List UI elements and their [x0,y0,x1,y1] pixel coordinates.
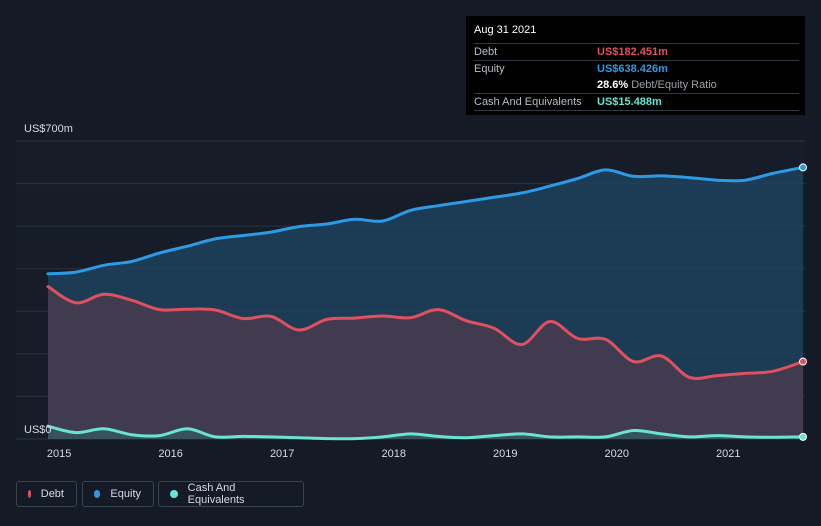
line-layer [46,165,805,441]
x-tick-layer: 2015 2016 2017 2018 2019 2020 2021 [47,448,741,460]
x-tick-label-2016: 2016 [158,448,182,460]
legend-equity[interactable]: Equity [82,481,154,507]
equity-line [46,165,805,276]
axis-label-layer: US$700m US$0 [24,123,73,436]
tooltip-equity-label: Equity [474,63,505,75]
equity-end-point [799,163,807,172]
tooltip-cash-value: US$15.488m [597,96,662,108]
x-tick-label-2021: 2021 [716,448,740,460]
tooltip-debt-row: Debt US$182.451m [474,43,799,60]
tooltip-debt-value: US$182.451m [597,46,668,58]
legend-debt-label: Debt [40,488,64,500]
data-tooltip: Aug 31 2021 Debt US$182.451m Equity US$6… [466,16,805,115]
tooltip-cash-row: Cash And Equivalents US$15.488m [474,93,799,111]
y-axis-top-label: US$700m [24,123,73,135]
tooltip-ratio-row: 28.6% Debt/Equity Ratio [474,77,799,93]
cash-legend-dot-icon [170,490,178,498]
tooltip-equity-value: US$638.426m [597,63,668,75]
x-tick-label-2018: 2018 [381,448,405,460]
x-tick-label-2015: 2015 [47,448,71,460]
cash-and-equivalents-end-point [799,432,807,441]
x-tick-label-2019: 2019 [493,448,517,460]
tooltip-ratio-value: 28.6% [597,79,629,91]
y-axis-bottom-label: US$0 [24,424,52,436]
debt-line [46,285,805,380]
x-tick-label-2017: 2017 [270,448,294,460]
debt-area [48,286,803,439]
equity-legend-dot-icon [94,490,101,498]
x-tick-label-2020: 2020 [605,448,629,460]
legend-equity-label: Equity [110,488,141,500]
legend-cash[interactable]: Cash And Equivalents [158,481,304,507]
tooltip-equity-row: Equity US$638.426m [474,60,799,77]
legend-debt[interactable]: Debt [16,481,77,507]
dot-layer [799,163,807,441]
legend-cash-label: Cash And Equivalents [187,482,245,506]
tooltip-ratio-label: Debt/Equity Ratio [631,79,717,91]
tooltip-cash-label: Cash And Equivalents [474,96,582,108]
cash-and-equivalents-line [46,424,805,441]
debt-legend-dot-icon [28,490,31,498]
tooltip-date: Aug 31 2021 [474,24,537,36]
tooltip-debt-label: Debt [474,46,498,58]
debt-end-point [799,357,807,366]
